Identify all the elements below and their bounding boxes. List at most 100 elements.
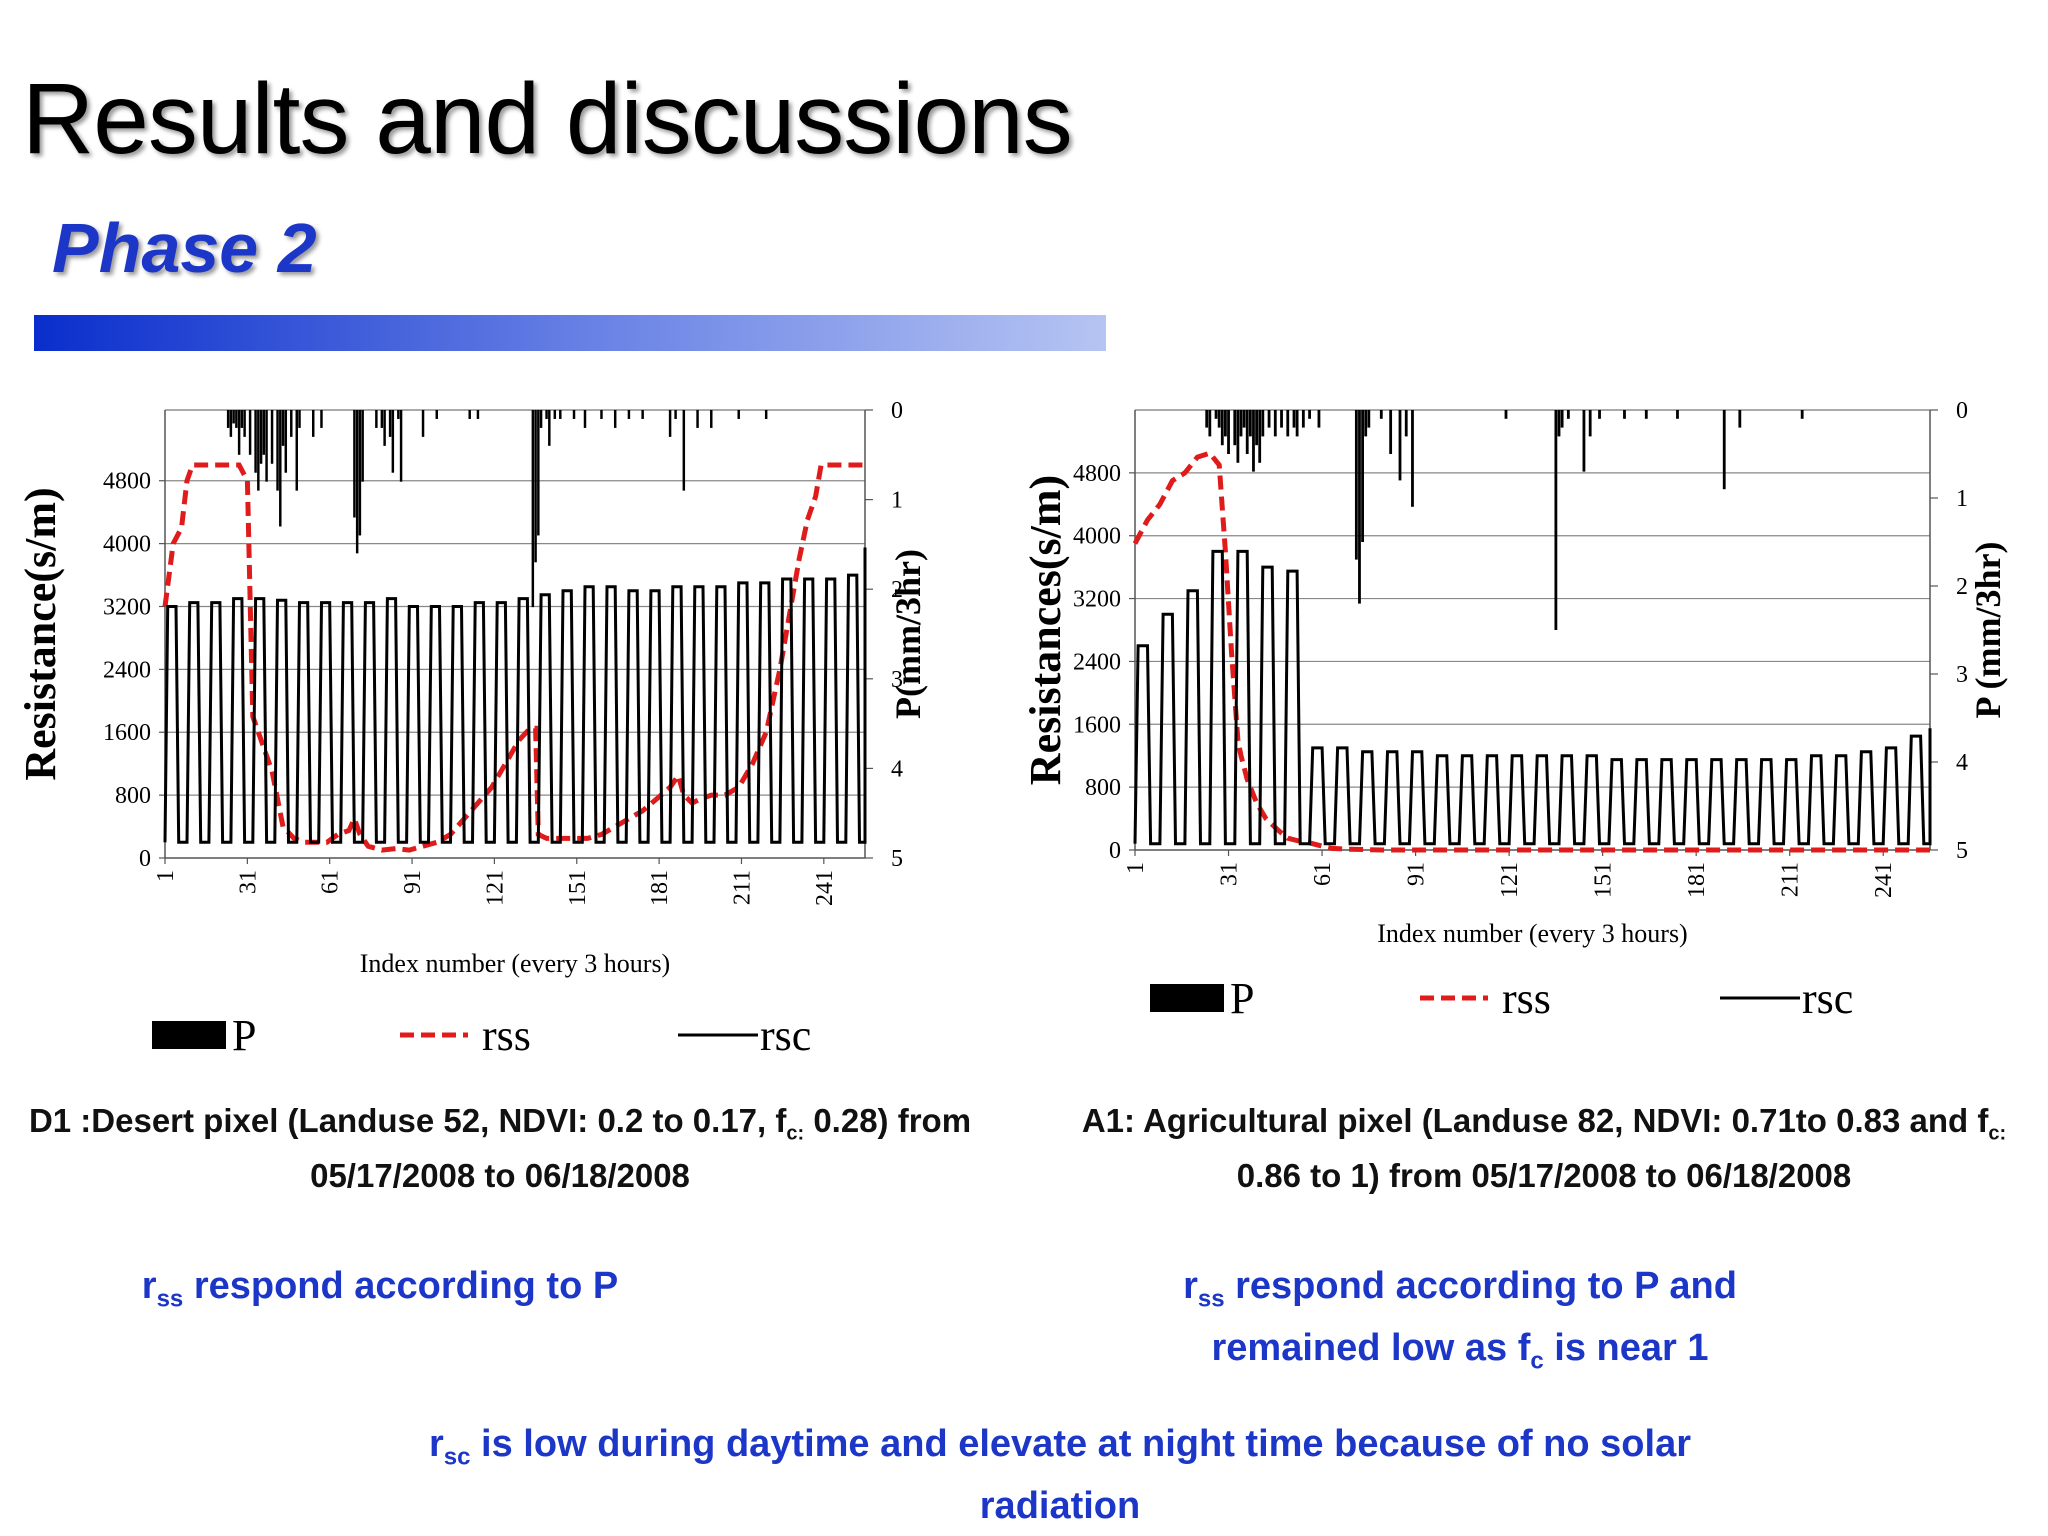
p-bar bbox=[1354, 410, 1358, 560]
x-tick-label-121: 121 bbox=[482, 870, 508, 906]
p-bar bbox=[243, 410, 246, 437]
y-tick-label-2400: 2400 bbox=[1073, 649, 1121, 675]
p-bar bbox=[641, 410, 644, 419]
note-rss-agricultural: rss respond according to P and remained … bbox=[1183, 1265, 1737, 1375]
p-bar bbox=[1722, 410, 1726, 490]
legend-p-swatch bbox=[1150, 984, 1224, 1012]
x-tick-label-151: 151 bbox=[565, 870, 591, 906]
p-bar bbox=[240, 410, 244, 428]
p-bar bbox=[1560, 410, 1564, 428]
x-tick-label-181: 181 bbox=[647, 870, 673, 906]
x-tick-label-181: 181 bbox=[1684, 862, 1710, 898]
p-bar bbox=[1404, 410, 1408, 437]
p-bar bbox=[1258, 410, 1262, 463]
p-bar bbox=[1557, 410, 1561, 437]
caption-a1-line1: A1: Agricultural pixel (Landuse 82, NDVI… bbox=[1081, 1102, 2007, 1145]
p-bar bbox=[553, 410, 557, 419]
y2-tick-label-4: 4 bbox=[1956, 750, 1968, 776]
p-bar bbox=[1227, 410, 1230, 454]
p-bar bbox=[674, 410, 677, 419]
p-bar bbox=[531, 410, 535, 608]
y-tick-label-800: 800 bbox=[1085, 775, 1121, 801]
x-tick-label-31: 31 bbox=[235, 870, 261, 894]
p-bar bbox=[358, 410, 362, 536]
y2-tick-label-0: 0 bbox=[1956, 398, 1968, 424]
p-bar bbox=[257, 410, 260, 491]
rsc-series-line bbox=[163, 547, 867, 844]
p-bar bbox=[1598, 410, 1601, 419]
y2-axis-title: P (mm/3hr) bbox=[1968, 542, 2008, 719]
p-bar bbox=[1504, 410, 1508, 419]
y-tick-label-3200: 3200 bbox=[103, 594, 151, 620]
p-bar bbox=[397, 410, 400, 419]
p-bar bbox=[1554, 410, 1558, 630]
p-bar bbox=[764, 410, 768, 419]
p-bar bbox=[1233, 410, 1237, 446]
y-tick-label-4800: 4800 bbox=[1073, 461, 1121, 487]
p-bar bbox=[355, 410, 359, 554]
p-bar bbox=[1582, 410, 1586, 472]
p-bar bbox=[254, 410, 257, 473]
p-bar bbox=[298, 410, 301, 428]
y-axis-title: Resistances(s/m) bbox=[1021, 475, 1070, 785]
slide-title: Results and discussions bbox=[22, 63, 1073, 175]
p-bar bbox=[237, 410, 241, 455]
p-bar bbox=[375, 410, 378, 428]
p-bar bbox=[226, 410, 230, 428]
p-bar bbox=[627, 410, 631, 419]
y-tick-label-0: 0 bbox=[139, 846, 151, 872]
legend-rsc-label: rsc bbox=[1802, 974, 1853, 1023]
p-bar bbox=[229, 410, 233, 437]
p-bar bbox=[320, 410, 323, 428]
p-bar bbox=[548, 410, 551, 446]
p-bar bbox=[1208, 410, 1212, 437]
p-bar bbox=[1317, 410, 1321, 428]
p-bar bbox=[1295, 410, 1299, 437]
p-bar bbox=[1242, 410, 1246, 428]
p-bar bbox=[668, 410, 672, 437]
x-tick-label-241: 241 bbox=[1871, 862, 1897, 898]
p-bar bbox=[391, 410, 395, 473]
p-bar bbox=[1623, 410, 1626, 419]
p-bar bbox=[1224, 410, 1227, 437]
p-bar bbox=[572, 410, 576, 419]
p-bar bbox=[1239, 410, 1243, 437]
p-bar bbox=[232, 410, 235, 424]
p-bar bbox=[545, 410, 548, 419]
y2-tick-label-2: 2 bbox=[891, 577, 903, 603]
legend-rss-label: rss bbox=[482, 1011, 531, 1060]
p-bar bbox=[1301, 410, 1305, 428]
y2-tick-label-0: 0 bbox=[891, 398, 903, 424]
x-axis-title: Index number (every 3 hours) bbox=[1377, 919, 1687, 948]
y2-tick-label-4: 4 bbox=[891, 756, 903, 782]
p-bar bbox=[290, 410, 293, 437]
p-bar bbox=[421, 410, 425, 437]
p-bar bbox=[1800, 410, 1804, 419]
p-bar bbox=[1248, 410, 1252, 437]
p-bar bbox=[1220, 410, 1224, 446]
y2-tick-label-5: 5 bbox=[891, 846, 903, 872]
p-bar bbox=[262, 410, 266, 455]
p-bar bbox=[696, 410, 699, 428]
p-bar bbox=[295, 410, 298, 491]
caption-a1: A1: Agricultural pixel (Landuse 82, NDVI… bbox=[1040, 1100, 2048, 1197]
p-bar bbox=[1205, 410, 1209, 428]
p-bar bbox=[383, 410, 386, 446]
p-bar bbox=[1292, 410, 1296, 428]
rss-series-line bbox=[1132, 450, 1930, 853]
p-bar bbox=[248, 410, 252, 455]
p-bar bbox=[1214, 410, 1218, 419]
y-tick-label-0: 0 bbox=[1109, 838, 1121, 864]
p-bar bbox=[361, 410, 364, 482]
legend-p-swatch bbox=[152, 1021, 226, 1049]
p-bar bbox=[1389, 410, 1393, 454]
y-axis-title: Resistance(s/m) bbox=[16, 487, 65, 780]
p-bar bbox=[682, 410, 686, 491]
slide-subtitle: Phase 2 bbox=[52, 209, 317, 287]
note-rss-desert: rss respond according to P bbox=[141, 1265, 619, 1313]
y2-tick-label-3: 3 bbox=[891, 667, 903, 693]
p-bar bbox=[1398, 410, 1402, 481]
legend-rsc-label: rsc bbox=[760, 1011, 811, 1060]
x-tick-label-1: 1 bbox=[153, 870, 179, 882]
y-tick-label-3200: 3200 bbox=[1073, 587, 1121, 613]
